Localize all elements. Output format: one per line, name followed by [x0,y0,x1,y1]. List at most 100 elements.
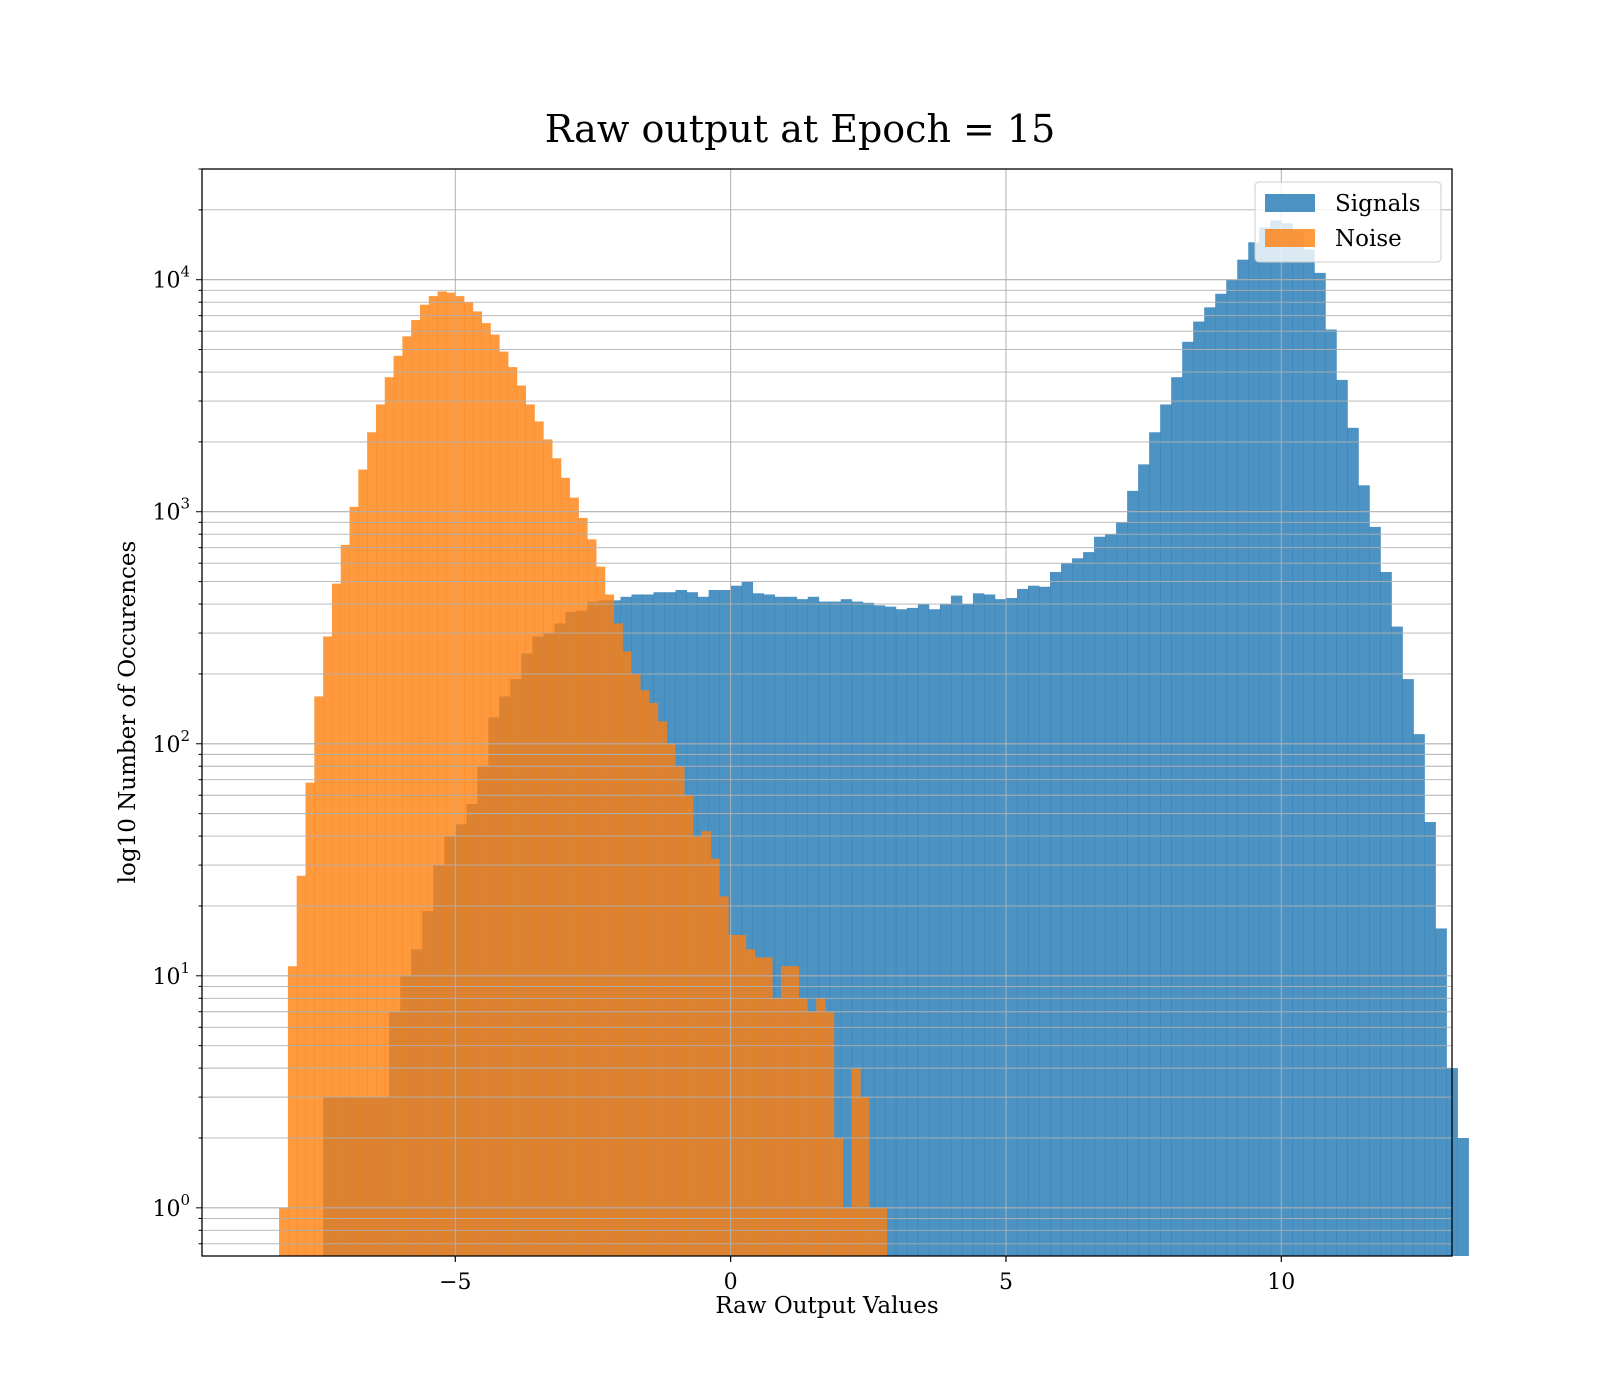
legend: Signals Noise [1254,181,1442,263]
x-tick-label: 10 [1267,1270,1295,1295]
legend-swatch-signals [1265,194,1315,212]
bar-signals [1347,427,1359,1256]
x-tick-label: 5 [999,1270,1013,1295]
bar-signals [939,604,952,1256]
bar-signals [1248,242,1260,1256]
bar-signals [785,596,798,1256]
bar-noise [789,966,799,1256]
y-tick-label: 100 [152,1191,190,1222]
bar-noise [719,896,729,1256]
bar-signals [862,602,875,1256]
bar-signals [1127,490,1139,1256]
bar-noise [552,458,562,1256]
legend-swatch-noise [1265,229,1315,247]
bar-signals [1005,597,1018,1256]
x-axis-label: Raw Output Values [715,1293,938,1319]
bar-signals [1358,485,1370,1256]
bar-noise [402,336,412,1257]
y-tick-label: 104 [152,263,190,294]
bar-signals [1413,734,1425,1256]
bar-noise [754,957,764,1256]
bar-noise [728,934,738,1256]
bar-signals [1402,679,1414,1256]
bar-signals [1016,588,1029,1256]
bar-signals [1237,259,1249,1256]
bar-signals [884,606,897,1256]
bar-signals [1215,293,1227,1256]
bar-noise [596,566,606,1256]
bar-signals [851,601,864,1256]
bar-noise [604,594,615,1256]
bar-noise [798,998,808,1256]
bar-noise [296,875,306,1256]
bar-noise [534,421,544,1256]
bar-noise [807,1011,817,1256]
bar-noise [499,351,509,1257]
bar-signals [895,609,908,1256]
bar-signals [818,601,831,1256]
bar-noise [640,690,650,1256]
bar-noise [367,432,377,1256]
bar-signals [829,601,842,1256]
bar-noise [666,743,676,1256]
bar-signals [928,609,941,1256]
bar-signals [1303,249,1315,1257]
legend-label-signals: Signals [1335,191,1421,217]
bar-noise [587,539,597,1256]
bar-signals [807,596,820,1256]
bar-noise [560,477,571,1257]
bar-signals [961,604,974,1256]
bar-signals [1116,522,1128,1256]
bar-signals [752,593,765,1256]
y-tick-label: 101 [152,959,190,990]
bar-noise [472,311,483,1256]
bar-noise [684,795,694,1256]
bar-signals [1182,341,1194,1256]
chart-title: Raw output at Epoch = 15 [545,107,1056,151]
bar-noise [877,1207,888,1256]
bar-signals [1270,220,1282,1257]
bar-signals [906,607,919,1256]
bar-noise [736,934,747,1256]
bar-signals [741,581,754,1256]
bar-noise [763,957,773,1256]
bar-signals [1325,329,1337,1256]
bar-noise [305,782,315,1256]
bar-signals [1094,536,1106,1256]
bar-signals [1391,626,1403,1256]
bar-signals [950,595,963,1256]
bar-signals [917,604,930,1256]
bar-signals [972,593,985,1256]
bar-noise [323,636,333,1256]
bar-noise [428,296,438,1257]
bar-noise [393,355,403,1256]
bar-noise [508,367,518,1256]
bar-signals [840,599,853,1256]
bar-noise [437,291,447,1256]
y-tick-label: 102 [152,727,190,758]
bar-signals [1226,279,1238,1257]
bar-noise [869,1207,879,1256]
bar-noise [446,292,456,1257]
bar-signals [1149,432,1161,1256]
bar-noise [349,506,359,1256]
bar-signals [1072,558,1084,1256]
bar-noise [772,998,782,1256]
bar-signals [1314,272,1326,1256]
bar-noise [657,721,667,1256]
bar-noise [331,583,342,1256]
bar-noise [833,1137,844,1256]
bar-noise [648,702,659,1256]
bar-noise [780,966,791,1256]
bar-noise [816,998,826,1256]
bar-noise [622,651,632,1256]
bar-signals [774,596,787,1256]
y-axis-label: log10 Number of Occurences [115,541,141,884]
bar-signals [1171,377,1183,1257]
bar-signals [1259,227,1271,1257]
x-tick-label: 0 [724,1270,738,1295]
legend-label-noise: Noise [1335,226,1402,252]
bar-noise [464,302,474,1256]
bar-signals [873,605,886,1256]
